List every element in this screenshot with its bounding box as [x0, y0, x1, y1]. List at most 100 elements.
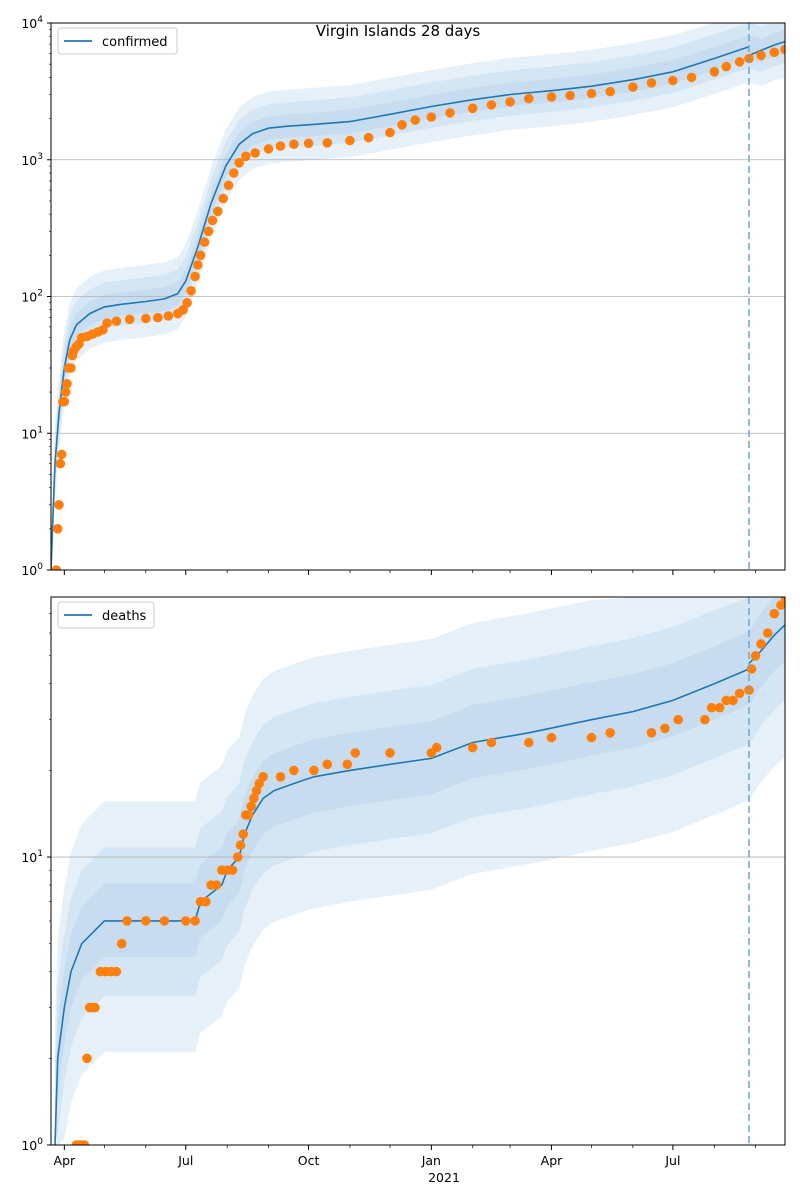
observed-point	[275, 141, 286, 151]
observed-point	[249, 793, 259, 804]
observed-point	[714, 702, 725, 713]
observed-point	[201, 896, 211, 907]
observed-point	[111, 316, 122, 327]
observed-point	[263, 144, 274, 154]
observed-point	[227, 865, 238, 875]
observed-point	[350, 748, 361, 758]
deaths-model-path	[54, 668, 750, 1145]
observed-point	[342, 759, 353, 770]
y-tick-exponent: 2	[37, 289, 43, 299]
observed-point	[102, 318, 112, 328]
deaths-axes-frame	[50, 596, 786, 1146]
observed-point	[111, 966, 122, 977]
observed-point	[141, 313, 151, 324]
observed-point	[363, 132, 374, 143]
observed-point	[546, 92, 557, 102]
deaths-observed-points	[71, 597, 785, 1145]
observed-point	[56, 449, 67, 460]
observed-point	[193, 260, 203, 270]
uncertainty-band-2	[55, 597, 785, 1145]
x-tick-label: Apr	[54, 1153, 76, 1168]
observed-point	[734, 688, 745, 699]
y-tick-label: 101	[21, 849, 43, 865]
observed-point	[776, 600, 785, 610]
observed-point	[59, 396, 70, 407]
y-tick-label: 100	[21, 562, 43, 578]
observed-point	[385, 748, 395, 758]
observed-point	[190, 916, 200, 926]
observed-point	[750, 651, 761, 661]
confirmed-forecast-path	[748, 40, 785, 57]
observed-point	[251, 785, 262, 796]
observed-point	[505, 97, 515, 107]
observed-point	[586, 88, 597, 99]
observed-point	[309, 765, 319, 776]
confirmed-legend-box	[57, 27, 178, 55]
observed-point	[410, 115, 421, 125]
observed-point	[709, 67, 720, 77]
observed-point	[646, 728, 657, 738]
observed-point	[734, 57, 745, 67]
confirmed-model-line	[51, 40, 785, 570]
observed-point	[178, 305, 188, 315]
observed-point	[780, 44, 785, 55]
observed-point	[385, 127, 395, 138]
observed-point	[673, 714, 683, 725]
deaths-uncertainty-bands	[55, 597, 785, 1145]
x-tick-label: Jan	[421, 1153, 441, 1168]
observed-point	[728, 695, 738, 706]
observed-point	[258, 772, 269, 782]
observed-point	[605, 86, 615, 97]
observed-point	[445, 108, 455, 118]
observed-point	[628, 82, 638, 92]
y-tick-exponent: 3	[37, 152, 43, 162]
observed-point	[721, 61, 732, 72]
observed-point	[467, 742, 478, 753]
observed-point	[55, 458, 66, 469]
y-tick-exponent: 0	[37, 562, 43, 572]
observed-point	[235, 840, 246, 850]
observed-point	[660, 723, 670, 734]
y-tick-label: 101	[21, 425, 43, 441]
observed-point	[397, 120, 407, 130]
observed-point	[769, 608, 780, 619]
x-tick-label: Oct	[298, 1153, 320, 1168]
observed-point	[234, 158, 244, 168]
observed-point	[98, 325, 108, 335]
observed-point	[246, 801, 256, 812]
observed-point	[289, 765, 299, 776]
observed-point	[524, 737, 534, 748]
observed-point	[303, 138, 314, 149]
observed-point	[668, 75, 678, 86]
deaths-x-ticks: Apr Jul Oct Jan Apr Jul	[54, 1145, 756, 1168]
observed-point	[233, 852, 243, 862]
observed-point	[289, 139, 299, 149]
y-tick-exponent: 1	[37, 425, 43, 435]
observed-point	[706, 702, 717, 713]
y-tick-exponent: 0	[37, 1137, 43, 1147]
x-tick-label: Jul	[664, 1153, 680, 1168]
observed-point	[243, 810, 254, 820]
uncertainty-band-1	[55, 597, 785, 1145]
observed-point	[565, 90, 575, 101]
observed-point	[124, 314, 135, 325]
observed-point	[524, 93, 534, 104]
observed-point	[762, 628, 773, 638]
observed-point	[51, 565, 62, 570]
chart-title: Virgin Islands 28 days	[316, 22, 481, 40]
observed-point	[153, 312, 163, 323]
observed-point	[195, 250, 206, 261]
y-tick-label: 103	[21, 152, 43, 168]
observed-point	[141, 916, 151, 926]
y-tick-label: 102	[21, 289, 43, 305]
observed-point	[79, 1140, 90, 1145]
observed-point	[182, 298, 192, 308]
y-tick-label: 104	[21, 15, 43, 31]
observed-point	[218, 193, 228, 204]
observed-point	[586, 732, 597, 743]
observed-point	[229, 168, 239, 178]
observed-point	[213, 206, 223, 217]
observed-point	[721, 695, 732, 706]
observed-point	[163, 311, 174, 321]
